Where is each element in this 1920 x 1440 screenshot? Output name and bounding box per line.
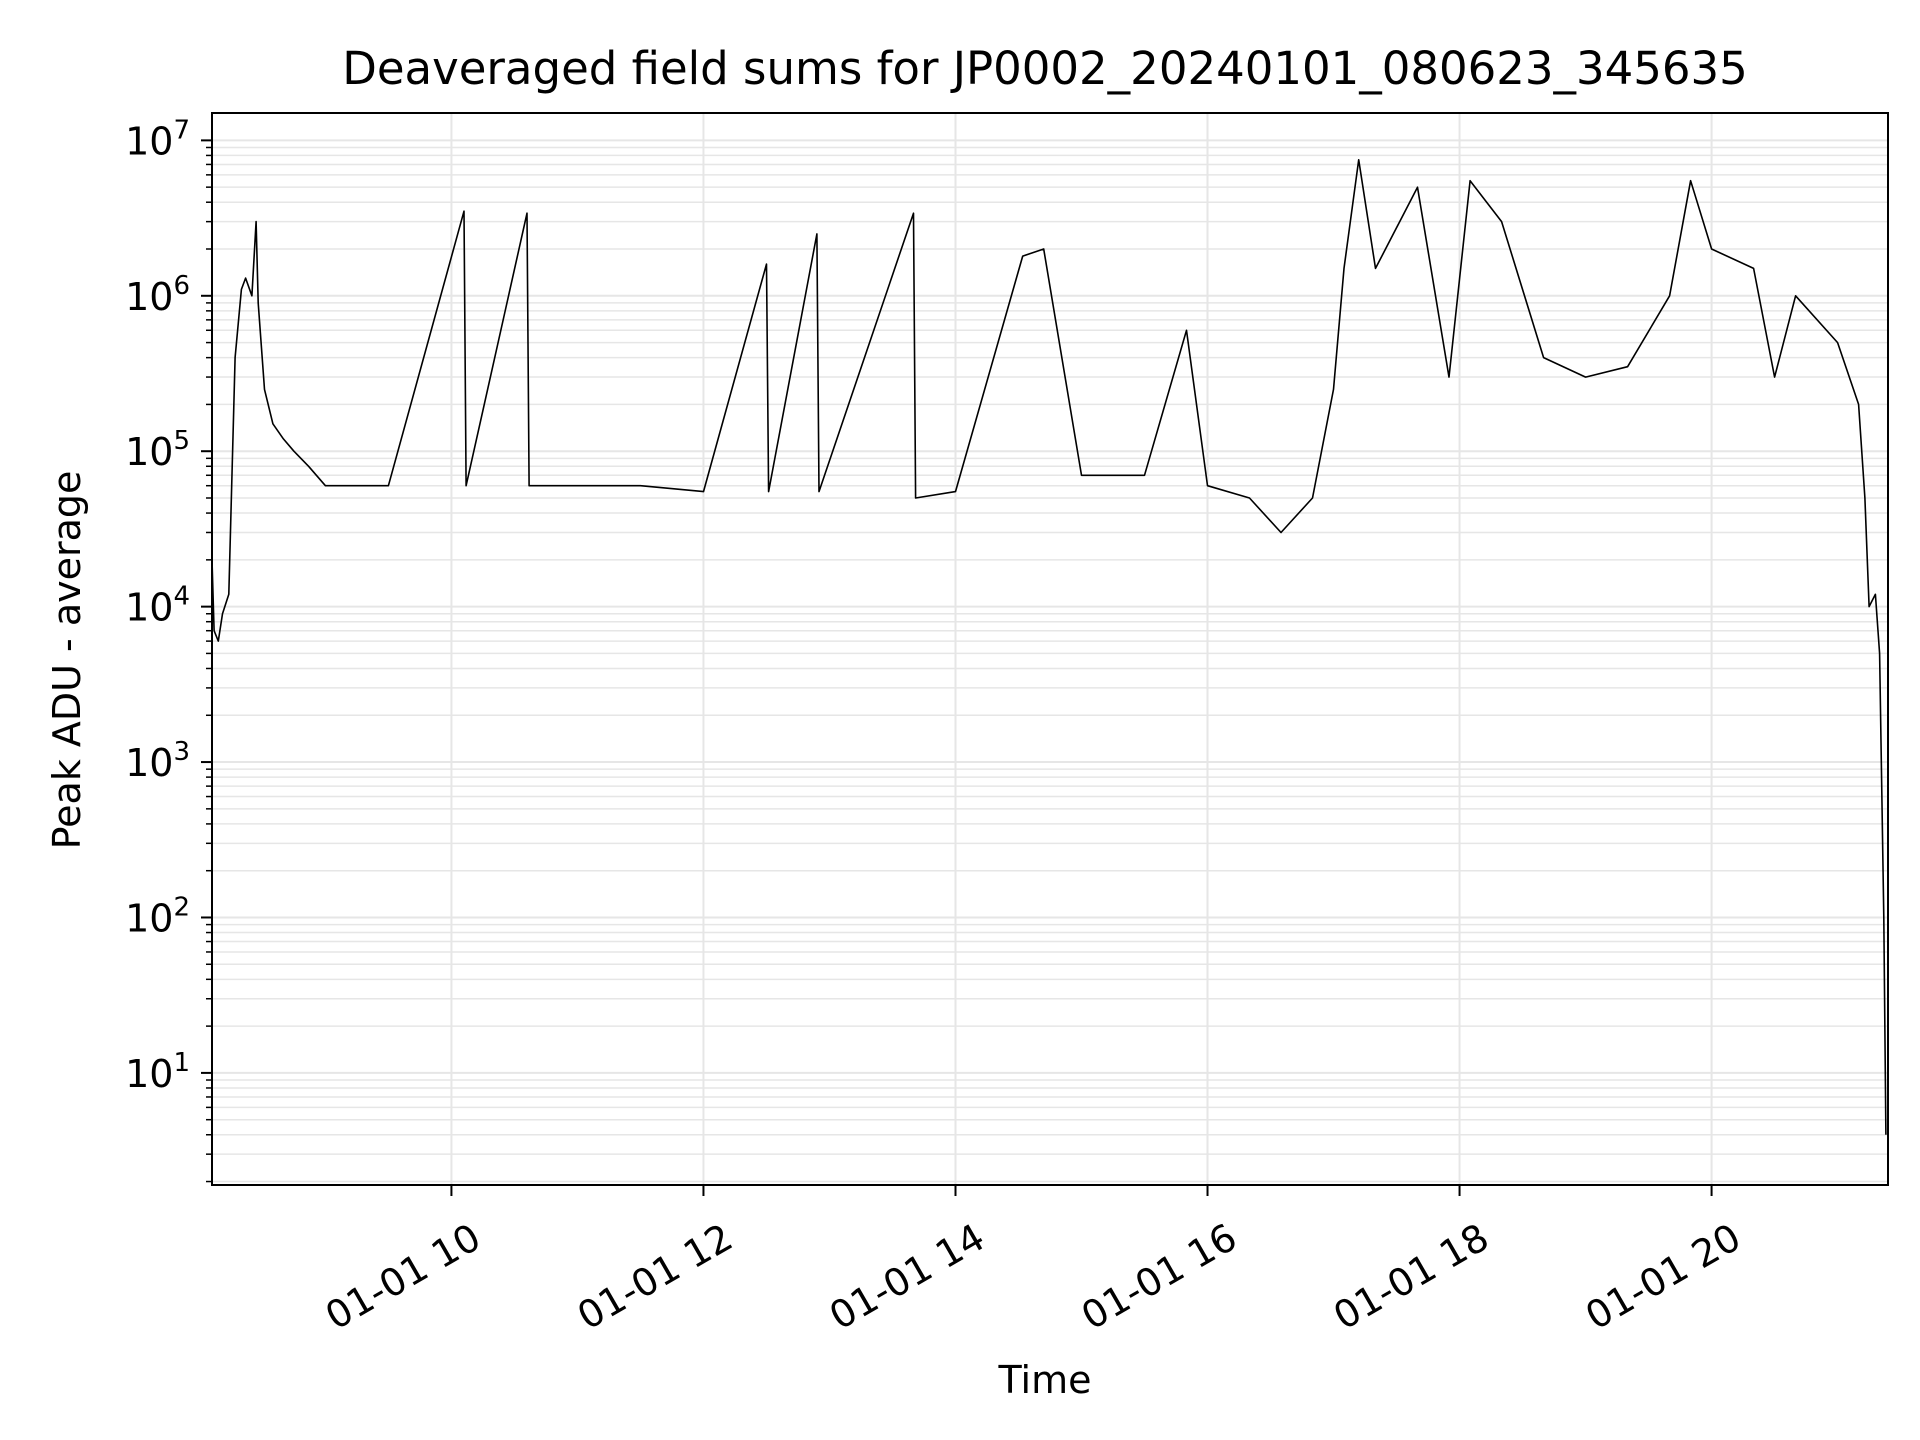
y-tick-label: 101 — [125, 1048, 190, 1096]
plot-frame — [211, 112, 1889, 1186]
series-line — [211, 159, 1887, 1135]
chart-title: Deaveraged field sums for JP0002_2024010… — [342, 42, 1748, 95]
y-tick-label: 107 — [125, 115, 190, 163]
x-axis-label: Time — [998, 1358, 1092, 1402]
y-tick-label: 104 — [125, 582, 190, 630]
y-tick-label: 106 — [125, 271, 190, 319]
y-tick-label: 103 — [125, 737, 190, 785]
grid — [212, 113, 1888, 1185]
series-layer — [211, 159, 1887, 1135]
y-tick-label: 102 — [125, 892, 190, 940]
y-axis-label: Peak ADU - average — [45, 471, 89, 850]
y-tick-label: 105 — [125, 426, 190, 474]
